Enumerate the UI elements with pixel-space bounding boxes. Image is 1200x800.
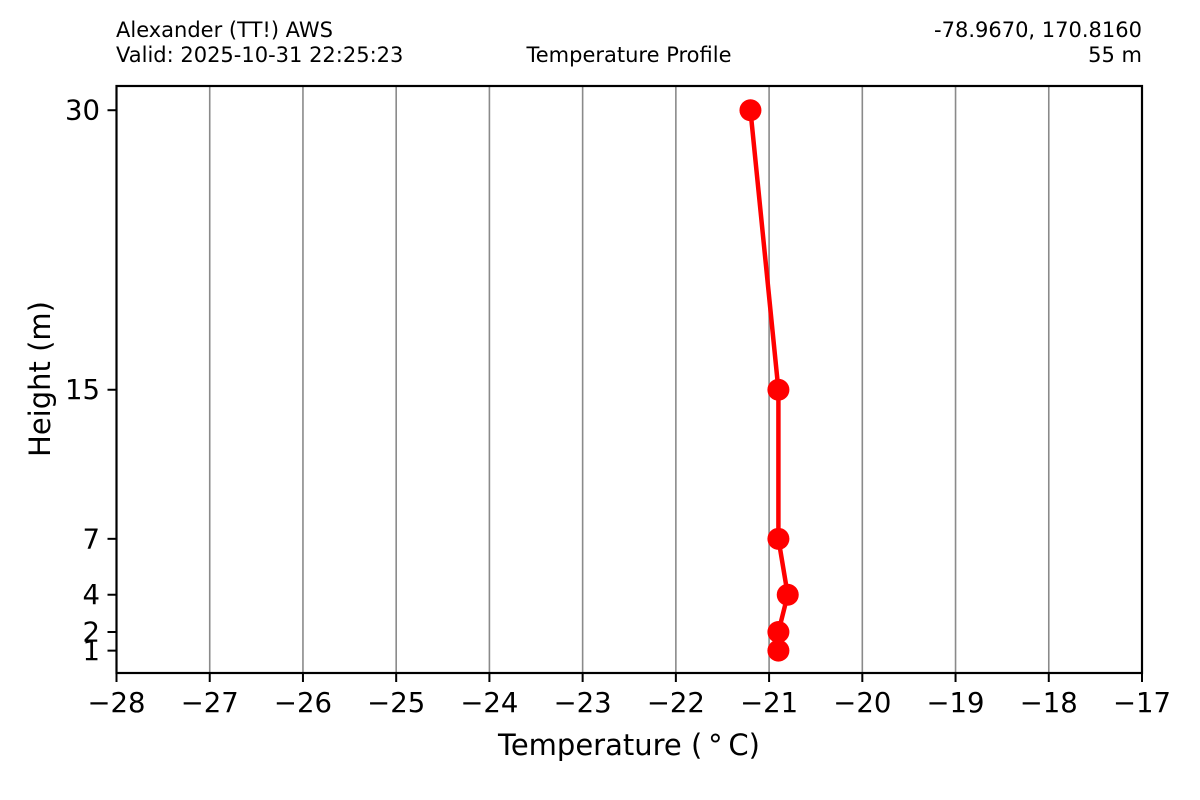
chart-title: Temperature Profile	[526, 43, 732, 67]
x-tick-label: −26	[274, 687, 332, 719]
data-point	[739, 99, 762, 122]
x-tick-label: −27	[181, 687, 239, 719]
x-tick-label: −17	[1113, 687, 1171, 719]
y-tick-label: 15	[65, 374, 100, 406]
data-point	[776, 583, 799, 606]
y-tick-label: 1	[83, 635, 101, 667]
data-point	[767, 378, 790, 401]
x-tick-label: −20	[833, 687, 891, 719]
x-tick-label: −18	[1020, 687, 1078, 719]
station-name: Alexander (TT!) AWS	[116, 18, 333, 42]
data-point	[767, 527, 790, 550]
x-tick-label: −22	[647, 687, 705, 719]
x-tick-label: −23	[554, 687, 612, 719]
y-tick-label: 7	[83, 523, 101, 555]
station-coordinates: -78.9670, 170.8160	[934, 18, 1142, 42]
x-tick-label: −25	[367, 687, 425, 719]
x-tick-label: −21	[740, 687, 798, 719]
x-axis-label: Temperature ( ° C)	[498, 728, 760, 762]
data-point	[767, 621, 790, 644]
valid-timestamp: Valid: 2025-10-31 22:25:23	[116, 43, 404, 67]
y-axis-label: Height (m)	[23, 301, 57, 457]
y-tick-label: 2	[83, 617, 101, 649]
station-elevation: 55 m	[1088, 43, 1142, 67]
x-tick-label: −28	[87, 687, 145, 719]
x-tick-label: −24	[460, 687, 518, 719]
y-tick-label: 30	[65, 95, 100, 127]
x-tick-label: −19	[927, 687, 985, 719]
data-point	[767, 639, 790, 662]
plot-frame	[115, 84, 1144, 675]
y-tick-label: 4	[83, 579, 101, 611]
